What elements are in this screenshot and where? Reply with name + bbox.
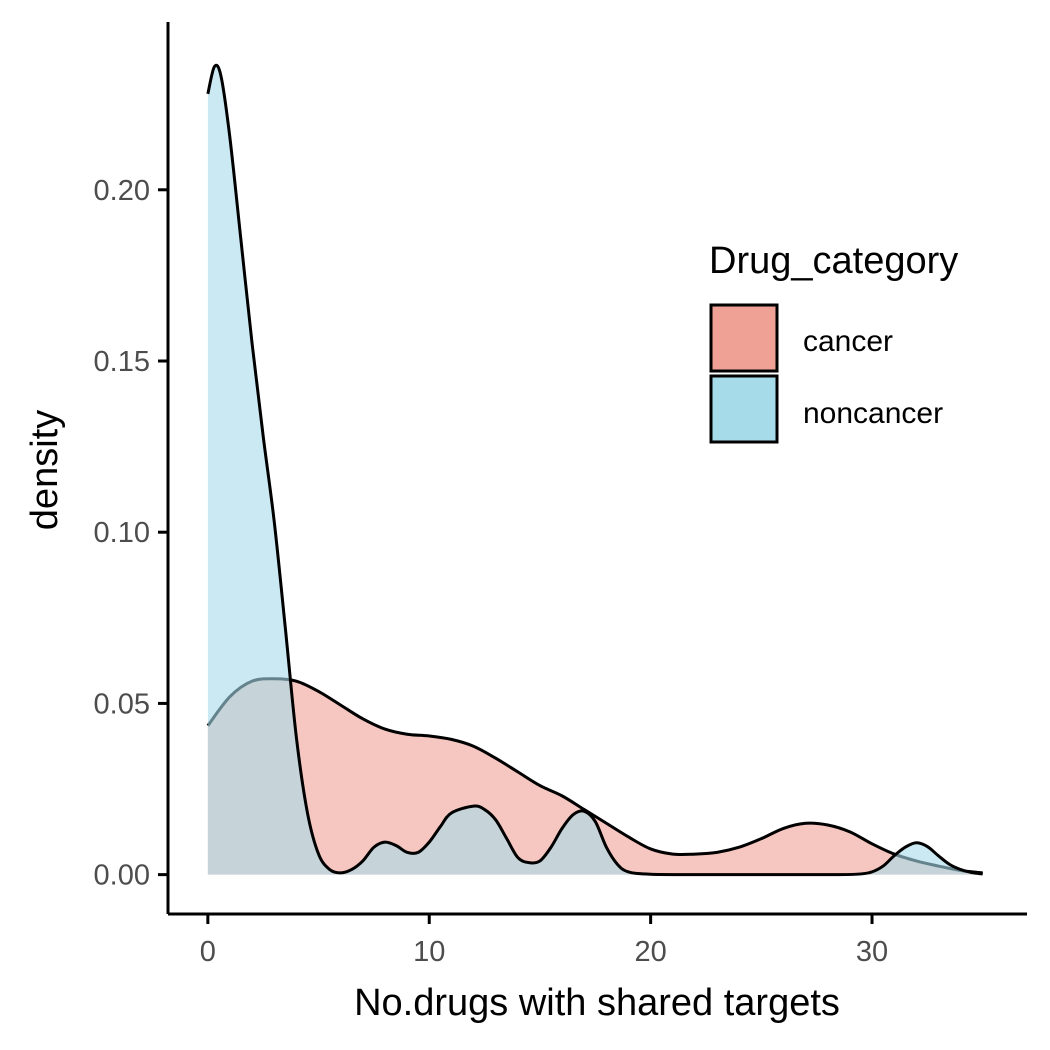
y-tick-label: 0.05	[94, 688, 150, 720]
legend-title: Drug_category	[709, 240, 958, 282]
x-ticks: 0 10 20 30	[200, 914, 888, 968]
legend-label-noncancer: noncancer	[803, 397, 943, 430]
legend-swatch-cancer	[709, 303, 779, 373]
density-line-cancer	[206, 677, 983, 875]
x-tick-label: 0	[200, 936, 216, 968]
x-tick-label: 30	[856, 936, 888, 968]
legend: Drug_category cancer noncancer	[709, 240, 958, 444]
x-tick-label: 10	[413, 936, 445, 968]
y-tick-label: 0.15	[94, 346, 150, 378]
legend-label-cancer: cancer	[803, 325, 893, 358]
density-area-cancer	[207, 678, 983, 875]
y-ticks: 0.00 0.05 0.10 0.15 0.20	[94, 175, 168, 892]
density-area-noncancer	[207, 65, 983, 875]
y-tick-label: 0.20	[94, 175, 150, 207]
x-tick-label: 20	[635, 936, 667, 968]
x-axis-title: No.drugs with shared targets	[354, 982, 840, 1024]
y-axis-title: density	[24, 410, 66, 530]
legend-swatch-noncancer	[709, 374, 779, 444]
density-line-noncancer	[206, 63, 983, 877]
series-layer	[206, 63, 983, 877]
y-tick-label: 0.00	[94, 860, 150, 892]
y-tick-label: 0.10	[94, 517, 150, 549]
